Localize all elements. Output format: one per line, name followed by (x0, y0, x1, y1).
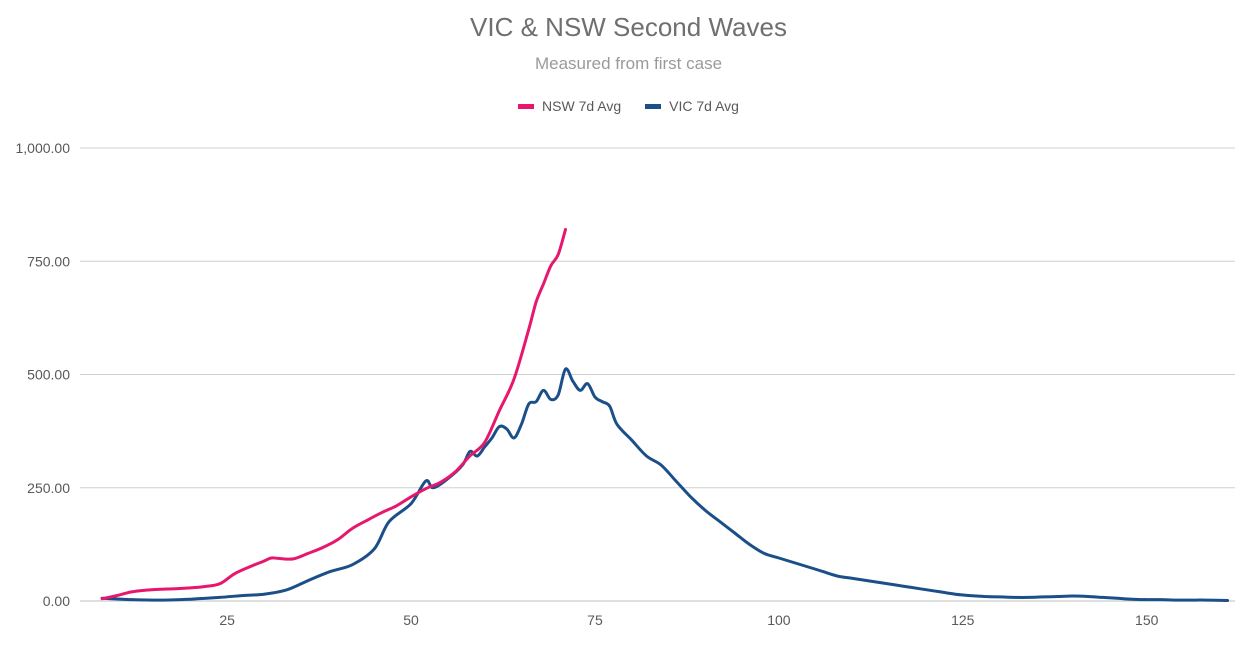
legend-swatch-vic (645, 103, 662, 109)
legend-swatch-nsw (518, 103, 535, 109)
x-tick-label: 100 (767, 612, 791, 628)
legend-item-nsw: NSW 7d Avg (518, 98, 621, 114)
series-lines (100, 228, 1230, 602)
chart-title: VIC & NSW Second Waves (470, 12, 787, 42)
x-tick-label: 50 (403, 612, 419, 628)
x-tick-label: 25 (219, 612, 235, 628)
y-tick-label: 500.00 (27, 367, 70, 383)
series-line-vic (100, 367, 1230, 602)
axes: 0.00 250.00 500.00 750.00 1,000.00 25 50 75 100 1… (16, 140, 1235, 628)
legend: NSW 7d Avg VIC 7d Avg (0, 98, 1257, 114)
legend-label-nsw: NSW 7d Avg (542, 98, 622, 114)
y-tick-label: 1,000.00 (16, 140, 71, 156)
x-tick-label: 150 (1135, 612, 1159, 628)
x-tick-label: 75 (587, 612, 603, 628)
y-tick-label: 750.00 (27, 253, 70, 269)
series-line-nsw (100, 228, 567, 601)
chart-subtitle: Measured from first case (534, 54, 723, 73)
x-tick-label: 125 (951, 612, 975, 628)
legend-item-vic: VIC 7d Avg (645, 98, 739, 114)
y-tick-label: 0.00 (43, 593, 70, 609)
y-tick-label: 250.00 (27, 480, 70, 496)
legend-label-vic: VIC 7d Avg (669, 98, 739, 114)
grid-lines (80, 147, 1235, 602)
